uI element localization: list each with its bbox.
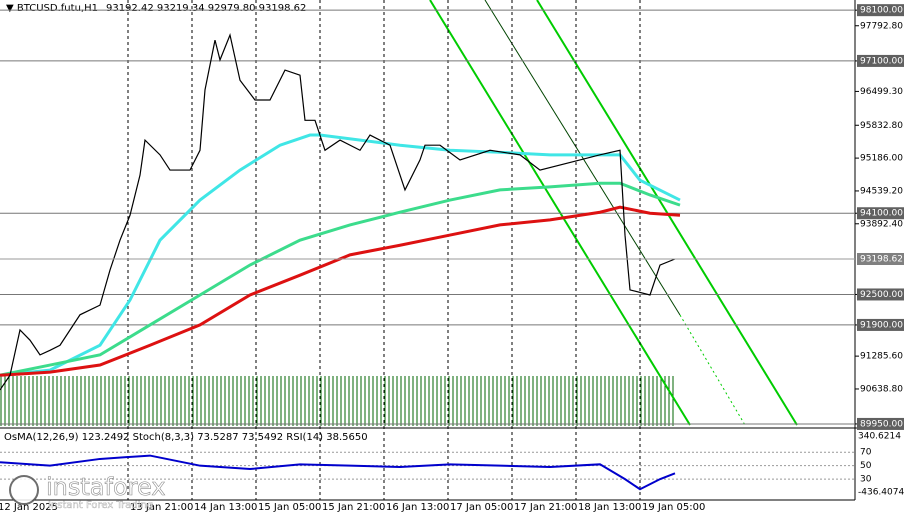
tick-box (857, 318, 904, 331)
y-tick-label: 93892.40 (860, 219, 903, 229)
y-tick-label: 95832.80 (860, 121, 903, 131)
symbol-title: ▼ BTCUSD.futu,H1 93192.42 93219.34 92979.… (6, 3, 306, 14)
indicator-tick-label: 50 (860, 461, 872, 471)
x-tick-label: 15 Jan 21:00 (322, 502, 385, 513)
tick-box (857, 4, 904, 17)
y-tick-label: 94539.20 (860, 186, 903, 196)
x-tick-label: 19 Jan 05:00 (642, 502, 705, 513)
symbol: BTCUSD.futu,H1 (17, 3, 98, 14)
last-price-label: 93198.62 (860, 255, 903, 265)
y-tick-label: 91285.60 (860, 352, 903, 362)
indicator-bottom-label: -436.4074 (858, 488, 904, 498)
volume-bars (0, 376, 676, 426)
channel-line (536, 0, 798, 426)
y-tick-label: 95186.00 (860, 154, 903, 164)
tick-box (857, 54, 904, 67)
logo: instaforex Instant Forex Trading (9, 473, 166, 511)
ohlc: 93192.42 93219.34 92979.80 93198.62 (106, 3, 306, 14)
x-tick-label: 17 Jan 21:00 (514, 502, 577, 513)
x-tick-label: 18 Jan 13:00 (578, 502, 641, 513)
indicator-title: OsMA(12,26,9) 123.2492 Stoch(8,3,3) 73.5… (4, 432, 368, 443)
y-tick-label: 91900.00 (860, 320, 903, 330)
series-line (0, 33, 676, 391)
rsi-line (0, 454, 676, 491)
logo-brand: instaforex (46, 473, 166, 501)
tick-box (857, 207, 904, 220)
y-tick-label: 98100.00 (860, 6, 903, 16)
y-tick-label: 90638.80 (860, 384, 903, 394)
channel-line (429, 0, 691, 426)
y-tick-label: 94100.00 (860, 209, 903, 219)
tick-box (857, 288, 904, 301)
x-tick-label: 16 Jan 13:00 (386, 502, 449, 513)
last-price-box (857, 253, 904, 266)
series-line (0, 133, 681, 377)
x-tick-label: 12 Jan 2025 (0, 502, 58, 513)
trend-line (679, 314, 746, 426)
y-tick-label: 97100.00 (860, 56, 903, 66)
y-tick-label: 97792.80 (860, 21, 903, 31)
logo-tagline: Instant Forex Trading (48, 500, 153, 511)
trend-line (484, 0, 681, 316)
x-tick-label: 13 Jan 21:00 (130, 502, 193, 513)
x-tick-label: 15 Jan 05:00 (258, 502, 321, 513)
trend-channel (429, 0, 798, 426)
x-tick-label: 17 Jan 05:00 (450, 502, 513, 513)
y-tick-label: 96499.30 (860, 87, 903, 97)
logo-icon (9, 475, 39, 505)
indicator-top-label: 340.6214 (858, 432, 901, 442)
indicator-tick-label: 70 (860, 448, 872, 458)
series-line (0, 205, 681, 377)
x-tick-label: 14 Jan 13:00 (194, 502, 257, 513)
indicator-tick-label: 30 (860, 475, 872, 485)
series-line (0, 181, 681, 377)
tick-box (857, 417, 904, 430)
y-tick-label: 92500.00 (860, 290, 903, 300)
y-tick-label: 89950.00 (860, 419, 903, 429)
